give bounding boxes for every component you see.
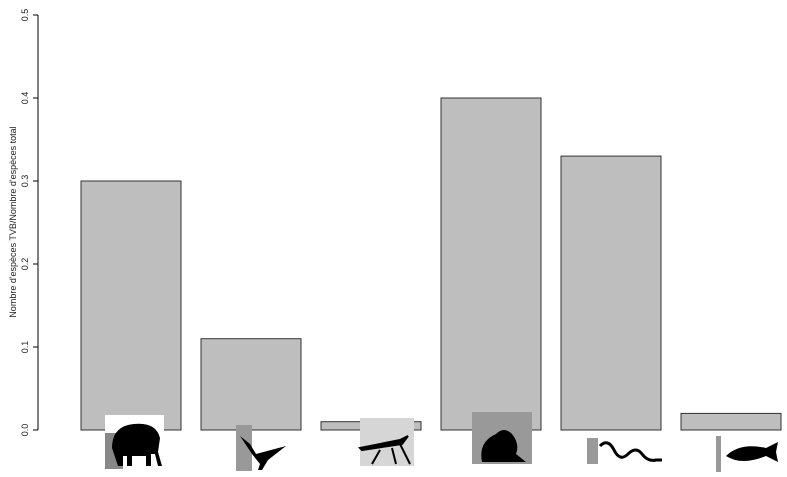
y-tick-label: 0.3 <box>20 175 30 188</box>
bar <box>561 156 661 430</box>
chart: Nombre d'espèces TVB/Nombre d'espèces to… <box>0 0 787 477</box>
y-tick-label: 0.0 <box>20 424 30 437</box>
y-tick-label: 0.4 <box>20 92 30 105</box>
bar <box>681 413 781 430</box>
snake-icon <box>600 443 662 461</box>
y-tick-label: 0.1 <box>20 341 30 354</box>
y-tick-label: 0.5 <box>20 9 30 22</box>
fish-icon <box>726 442 778 462</box>
bar <box>201 339 301 430</box>
y-tick-label: 0.2 <box>20 258 30 271</box>
bar <box>441 98 541 430</box>
icon-bg <box>716 436 721 472</box>
bar <box>81 181 181 430</box>
elephant-icon <box>112 424 162 466</box>
y-axis-label: Nombre d'espèces TVB/Nombre d'espèces to… <box>8 126 18 317</box>
icon-bg <box>587 438 598 464</box>
